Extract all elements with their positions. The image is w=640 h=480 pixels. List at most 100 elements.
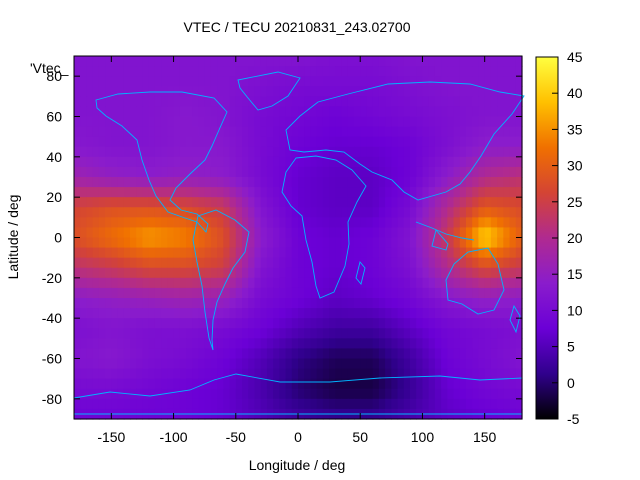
heatmap-cell bbox=[453, 106, 461, 118]
heatmap-cell bbox=[254, 136, 262, 148]
heatmap-cell bbox=[354, 398, 361, 410]
heatmap-cell bbox=[322, 378, 330, 390]
heatmap-cell bbox=[378, 227, 386, 239]
heatmap-cell bbox=[179, 338, 187, 350]
heatmap-cell bbox=[285, 247, 293, 259]
heatmap-cell bbox=[148, 66, 156, 77]
heatmap-cell bbox=[111, 368, 119, 380]
heatmap-cell bbox=[453, 146, 461, 158]
heatmap-cell bbox=[304, 308, 312, 319]
heatmap-cell bbox=[472, 368, 480, 380]
heatmap-cell bbox=[266, 166, 274, 178]
heatmap-cell bbox=[266, 126, 274, 138]
heatmap-cell bbox=[254, 237, 262, 249]
heatmap-cell bbox=[229, 338, 237, 350]
heatmap-cell bbox=[397, 338, 405, 350]
heatmap-cell bbox=[142, 398, 150, 410]
heatmap-cell bbox=[341, 207, 349, 218]
heatmap-cell bbox=[490, 106, 498, 118]
heatmap-cell bbox=[154, 398, 162, 410]
heatmap-cell bbox=[266, 287, 274, 299]
heatmap-cell bbox=[378, 378, 386, 390]
heatmap-cell bbox=[273, 126, 280, 138]
heatmap-cell bbox=[223, 318, 231, 329]
heatmap-cell bbox=[210, 358, 218, 370]
heatmap-cell bbox=[285, 126, 293, 138]
heatmap-cell bbox=[179, 66, 187, 77]
heatmap-cell bbox=[217, 187, 224, 198]
heatmap-cell bbox=[478, 156, 486, 168]
heatmap-cell bbox=[341, 318, 349, 329]
heatmap-cell bbox=[503, 227, 511, 239]
heatmap-cell bbox=[279, 56, 287, 67]
heatmap-cell bbox=[192, 388, 200, 400]
heatmap-cell bbox=[304, 177, 312, 188]
heatmap-cell bbox=[354, 217, 361, 229]
heatmap-cell bbox=[130, 76, 137, 87]
heatmap-cell bbox=[86, 177, 94, 188]
heatmap-cell bbox=[372, 378, 380, 390]
heatmap-cell bbox=[167, 348, 175, 360]
heatmap-cell bbox=[385, 166, 392, 178]
heatmap-cell bbox=[304, 267, 312, 279]
heatmap-cell bbox=[142, 378, 150, 390]
heatmap-cell bbox=[273, 187, 280, 198]
heatmap-cell bbox=[217, 237, 224, 249]
heatmap-cell bbox=[441, 126, 448, 138]
heatmap-cell bbox=[204, 358, 212, 370]
heatmap-cell bbox=[223, 388, 231, 400]
heatmap-cell bbox=[98, 76, 106, 87]
heatmap-cell bbox=[260, 287, 268, 299]
heatmap-cell bbox=[447, 358, 455, 370]
heatmap-cell bbox=[397, 146, 405, 158]
heatmap-cell bbox=[273, 338, 280, 350]
heatmap-cell bbox=[410, 298, 417, 309]
y-tick-label: 0 bbox=[54, 230, 62, 246]
heatmap-cell bbox=[80, 237, 88, 249]
heatmap-cell bbox=[192, 267, 200, 279]
heatmap-cell bbox=[117, 277, 125, 289]
heatmap-cell bbox=[266, 257, 274, 269]
heatmap-cell bbox=[341, 358, 349, 370]
heatmap-cell bbox=[186, 298, 193, 309]
heatmap-cell bbox=[74, 348, 81, 360]
heatmap-cell bbox=[161, 126, 168, 138]
heatmap-cell bbox=[74, 247, 81, 259]
heatmap-cell bbox=[142, 217, 150, 229]
heatmap-cell bbox=[74, 368, 81, 380]
heatmap-cell bbox=[86, 197, 94, 208]
heatmap-cell bbox=[360, 358, 368, 370]
heatmap-cell bbox=[291, 398, 299, 410]
heatmap-cell bbox=[434, 287, 442, 299]
heatmap-cell bbox=[148, 237, 156, 249]
heatmap-cell bbox=[111, 388, 119, 400]
heatmap-cell bbox=[136, 187, 144, 198]
heatmap-cell bbox=[403, 126, 411, 138]
heatmap-cell bbox=[179, 126, 187, 138]
heatmap-cell bbox=[74, 166, 81, 178]
heatmap-cell bbox=[210, 277, 218, 289]
heatmap-cell bbox=[266, 378, 274, 390]
heatmap-cell bbox=[366, 287, 374, 299]
heatmap-cell bbox=[385, 197, 392, 208]
heatmap-cell bbox=[434, 267, 442, 279]
heatmap-cell bbox=[347, 56, 355, 67]
heatmap-cell bbox=[472, 207, 480, 218]
heatmap-cell bbox=[186, 328, 193, 339]
heatmap-cell bbox=[397, 257, 405, 269]
heatmap-cell bbox=[273, 287, 280, 299]
heatmap-cell bbox=[410, 146, 417, 158]
heatmap-cell bbox=[416, 86, 424, 97]
heatmap-cell bbox=[472, 126, 480, 138]
heatmap-cell bbox=[304, 388, 312, 400]
heatmap-cell bbox=[80, 287, 88, 299]
heatmap-cell bbox=[447, 197, 455, 208]
heatmap-cell bbox=[304, 368, 312, 380]
heatmap-cell bbox=[378, 146, 386, 158]
heatmap-cell bbox=[248, 187, 256, 198]
heatmap-cell bbox=[484, 368, 492, 380]
heatmap-cell bbox=[416, 106, 424, 118]
heatmap-cell bbox=[422, 338, 430, 350]
heatmap-cell bbox=[466, 76, 473, 87]
heatmap-cell bbox=[235, 318, 243, 329]
